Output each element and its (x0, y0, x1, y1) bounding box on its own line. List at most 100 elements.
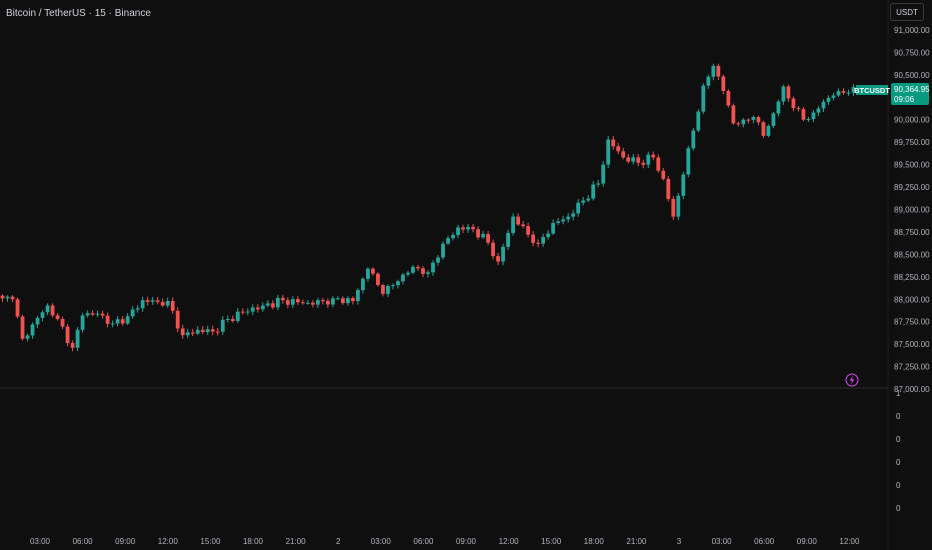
candle-body (741, 119, 746, 125)
candle-body (586, 198, 591, 201)
lower-tick-label: 0 (896, 458, 901, 467)
y-tick-label: 87,500.00 (894, 340, 930, 349)
candle-body (361, 278, 365, 291)
candle-body (676, 195, 681, 217)
candle-body (746, 119, 751, 121)
candle-body (310, 302, 315, 305)
candle-body (806, 119, 811, 121)
candle-body (135, 308, 140, 310)
candle-body (441, 243, 445, 258)
candle-body (851, 87, 856, 93)
lower-tick-label: 0 (896, 435, 901, 444)
candle-body (571, 213, 576, 217)
candle-body (5, 296, 10, 299)
x-tick-label: 21:00 (286, 537, 307, 546)
x-tick-label: 18:00 (243, 537, 264, 546)
candle-body (681, 174, 686, 196)
x-tick-label: 12:00 (499, 537, 520, 546)
candle-body (130, 309, 135, 317)
candle-body (315, 300, 320, 305)
candle-body (416, 266, 420, 269)
x-tick-label: 06:00 (73, 537, 94, 546)
candle-body (335, 298, 340, 300)
candle-body (526, 226, 531, 235)
candle-body (796, 108, 801, 110)
candle-body (320, 300, 325, 302)
candle-body (105, 315, 110, 324)
badge-symbol: BTCUSDT (854, 86, 890, 95)
lightning-icon[interactable] (845, 373, 859, 387)
candle-body (731, 105, 736, 124)
candle-body (596, 183, 601, 185)
candle-body (110, 323, 115, 325)
x-tick-label: 15:00 (541, 537, 562, 546)
candle-body (406, 272, 410, 275)
x-tick-label: 03:00 (371, 537, 392, 546)
candle-body (100, 313, 105, 316)
candle-body (756, 117, 761, 123)
candle-body (511, 216, 516, 234)
candle-body (250, 307, 255, 312)
candle-body (696, 111, 701, 131)
candle-body (85, 313, 90, 316)
candle-body (551, 222, 556, 234)
candle-body (651, 154, 656, 158)
candle-body (636, 157, 641, 163)
candle-body (841, 91, 846, 93)
candle-body (125, 316, 130, 324)
y-tick-label: 88,000.00 (894, 295, 930, 304)
candle-body (541, 237, 546, 244)
candle-body (140, 300, 145, 309)
x-tick-label: 09:00 (115, 537, 136, 546)
candle-body (626, 157, 631, 162)
x-tick-label: 12:00 (158, 537, 179, 546)
candle-body (75, 329, 80, 348)
candle-body (531, 234, 536, 243)
candle-body (170, 301, 175, 311)
candle-body (701, 85, 706, 112)
candle-body (711, 65, 716, 77)
candle-body (356, 290, 360, 302)
lower-tick-label: 1 (896, 389, 901, 398)
candle-body (300, 302, 305, 304)
candle-body (801, 109, 806, 120)
candle-body (631, 157, 636, 162)
candle-body (20, 316, 25, 339)
candle-body (446, 238, 450, 244)
candle-body (391, 285, 395, 287)
candle-body (501, 246, 505, 262)
candle-body (761, 122, 766, 136)
candle-body (330, 298, 335, 305)
candle-body (30, 324, 35, 336)
candle-body (60, 319, 65, 327)
candlestick-series (0, 63, 856, 352)
candle-body (491, 242, 495, 257)
y-tick-label: 89,250.00 (894, 183, 930, 192)
candle-body (275, 297, 280, 308)
candle-body (371, 268, 375, 274)
candle-body (776, 101, 781, 114)
candle-body (290, 299, 295, 305)
price-axis: 91,000.0090,750.0090,500.0090,250.0090,0… (894, 26, 930, 394)
candle-body (691, 130, 696, 149)
last-price-badge: BTCUSDT 90,364.95 09:06 (854, 83, 930, 105)
candle-body (411, 266, 415, 273)
candle-body (175, 310, 180, 329)
candle-body (601, 164, 606, 184)
candle-body (381, 285, 385, 294)
candle-body (50, 305, 55, 316)
candle-body (751, 117, 756, 120)
candle-body (295, 299, 300, 303)
candle-body (451, 234, 455, 239)
x-tick-label: 15:00 (200, 537, 221, 546)
candle-body (461, 227, 465, 230)
candle-body (210, 329, 215, 332)
candle-body (811, 112, 816, 120)
currency-button[interactable]: USDT (890, 3, 924, 21)
candle-body (90, 313, 95, 315)
symbol-title[interactable]: Bitcoin / TetherUS · 15 · Binance (6, 8, 151, 19)
y-tick-label: 88,500.00 (894, 250, 930, 259)
x-tick-label: 21:00 (626, 537, 647, 546)
candle-body (115, 319, 120, 324)
